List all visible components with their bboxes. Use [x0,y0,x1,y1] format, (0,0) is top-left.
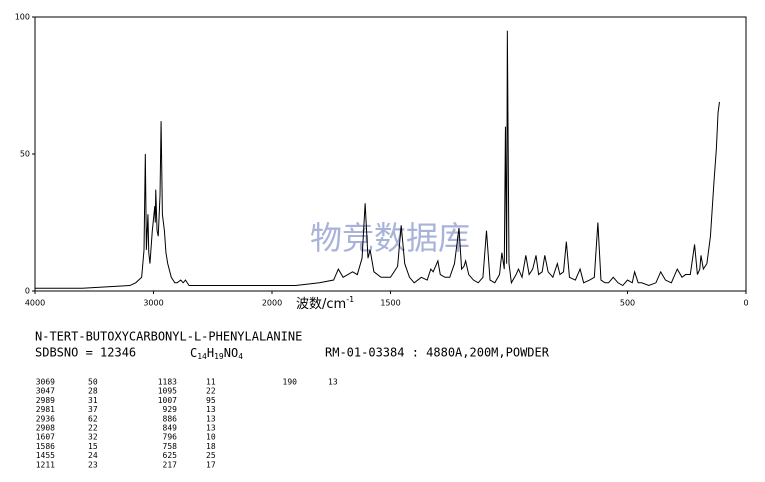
peak-wavenumber: 2981 [36,405,55,414]
peak-wavenumber: 1586 [36,442,55,451]
spectrum-line [35,30,720,289]
peak-wavenumber: 2936 [36,414,55,423]
peak-intensity: 13 [206,414,216,423]
peak-intensity: 17 [206,460,216,469]
x-tick-label: 4000 [25,299,45,308]
x-tick-label: 1500 [380,299,400,308]
peak-wavenumber: 3047 [36,387,55,396]
peak-wavenumber: 796 [163,433,178,442]
peak-wavenumber: 1183 [158,378,177,387]
peak-intensity: 13 [328,378,338,387]
formula-part: H [207,346,214,360]
compound-name: N-TERT-BUTOXYCARBONYL-L-PHENYLALANINE [35,330,302,344]
peak-intensity: 18 [206,442,216,451]
peak-intensity: 24 [88,451,98,460]
formula-sub: 4 [238,352,243,361]
peak-intensity: 37 [88,405,98,414]
y-tick-label: 50 [20,150,30,159]
peak-wavenumber: 929 [163,405,178,414]
peak-intensity: 23 [88,460,98,469]
y-tick-label: 0 [25,287,30,296]
y-tick-label: 100 [15,13,30,22]
peak-wavenumber: 849 [163,424,178,433]
peak-intensity: 13 [206,405,216,414]
formula: C14H19NO4 [190,346,243,361]
formula-sub: 14 [197,352,207,361]
x-tick-label: 2000 [262,299,282,308]
peak-intensity: 62 [88,414,98,423]
x-tick-label: 3000 [143,299,163,308]
peak-intensity: 11 [206,378,216,387]
peak-intensity: 25 [206,451,216,460]
peak-intensity: 22 [206,387,216,396]
peak-intensity: 28 [88,387,98,396]
peak-wavenumber: 886 [163,414,178,423]
x-tick-label: 0 [743,299,748,308]
peak-wavenumber: 1455 [36,451,55,460]
peak-wavenumber: 217 [163,460,178,469]
peak-wavenumber: 3069 [36,378,55,387]
peak-intensity: 32 [88,433,98,442]
conditions: RM-01-03384 : 4880A,200M,POWDER [325,346,550,360]
x-axis-label-main: 波数/cm [296,297,346,312]
watermark: 物竞数据库 [310,219,470,257]
formula-part: C [190,346,197,360]
x-tick-label: 500 [620,299,635,308]
x-axis-label-sup: -1 [346,295,354,304]
peak-intensity: 95 [206,396,216,405]
peak-wavenumber: 625 [163,451,178,460]
formula-part: NO [224,346,238,360]
peak-wavenumber: 1007 [158,396,177,405]
x-axis-label: 波数/cm-1 [296,295,354,312]
peak-wavenumber: 2908 [36,424,55,433]
peak-wavenumber: 758 [163,442,178,451]
peak-wavenumber: 190 [283,378,298,387]
peak-wavenumber: 2989 [36,396,55,405]
formula-sub: 19 [214,352,224,361]
peak-wavenumber: 1095 [158,387,177,396]
peak-wavenumber: 1607 [36,433,55,442]
peak-intensity: 50 [88,378,98,387]
peak-wavenumber: 1211 [36,460,55,469]
peak-intensity: 13 [206,424,216,433]
peak-intensity: 15 [88,442,98,451]
peak-intensity: 31 [88,396,98,405]
peak-intensity: 22 [88,424,98,433]
sdbs-number: SDBSNO = 12346 [35,346,136,360]
peak-intensity: 10 [206,433,216,442]
